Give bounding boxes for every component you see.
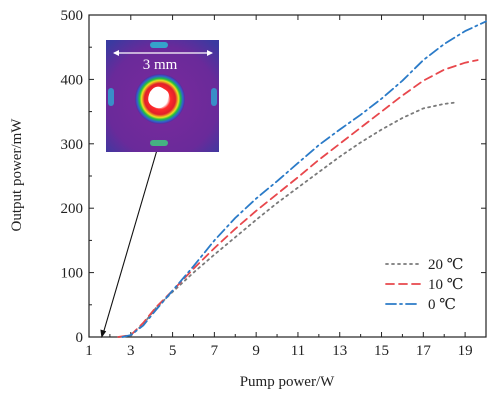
beam-spot-core bbox=[148, 86, 169, 109]
y-tick-label: 200 bbox=[61, 201, 84, 217]
legend: 20 ℃ 10 ℃ 0 ℃ bbox=[385, 257, 464, 313]
inset-blob-bottom bbox=[150, 140, 168, 146]
series-line-2 bbox=[117, 59, 479, 338]
y-tick-label: 0 bbox=[76, 330, 84, 346]
x-tick-label: 11 bbox=[291, 343, 305, 359]
x-tick-label: 3 bbox=[127, 343, 135, 359]
x-tick-label: 13 bbox=[332, 343, 347, 359]
y-tick-label: 400 bbox=[61, 72, 84, 88]
x-tick-label: 7 bbox=[211, 343, 219, 359]
beam-profile-inset: 3 mm bbox=[100, 40, 219, 338]
inset-pointer-arrowhead bbox=[100, 329, 107, 338]
x-tick-label: 9 bbox=[252, 343, 260, 359]
x-tick-label: 19 bbox=[458, 343, 473, 359]
legend-label: 20 ℃ bbox=[428, 257, 464, 273]
inset-blob-top bbox=[150, 42, 168, 48]
legend-label: 0 ℃ bbox=[428, 297, 456, 313]
x-tick-label: 17 bbox=[416, 343, 432, 359]
legend-label: 10 ℃ bbox=[428, 277, 464, 293]
y-tick-label: 500 bbox=[61, 8, 84, 24]
series-layer bbox=[117, 20, 487, 338]
inset-pointer-arrow bbox=[102, 149, 158, 335]
x-tick-label: 15 bbox=[374, 343, 389, 359]
inset-scale-arrow-right bbox=[207, 50, 213, 56]
inset-scale-label: 3 mm bbox=[143, 57, 178, 73]
y-tick-label: 100 bbox=[61, 266, 84, 282]
series-line-3 bbox=[121, 20, 487, 338]
inset-blob-left bbox=[108, 88, 114, 106]
x-tick-label: 1 bbox=[85, 343, 93, 359]
inset-blob-right bbox=[211, 88, 217, 106]
inset-scale-arrow-left bbox=[113, 50, 119, 56]
y-tick-label: 300 bbox=[61, 137, 84, 153]
x-tick-label: 5 bbox=[169, 343, 177, 359]
y-axis-label: Output power/mW bbox=[9, 118, 25, 232]
series-line-1 bbox=[117, 101, 456, 338]
x-axis-label: Pump power/W bbox=[240, 374, 335, 390]
